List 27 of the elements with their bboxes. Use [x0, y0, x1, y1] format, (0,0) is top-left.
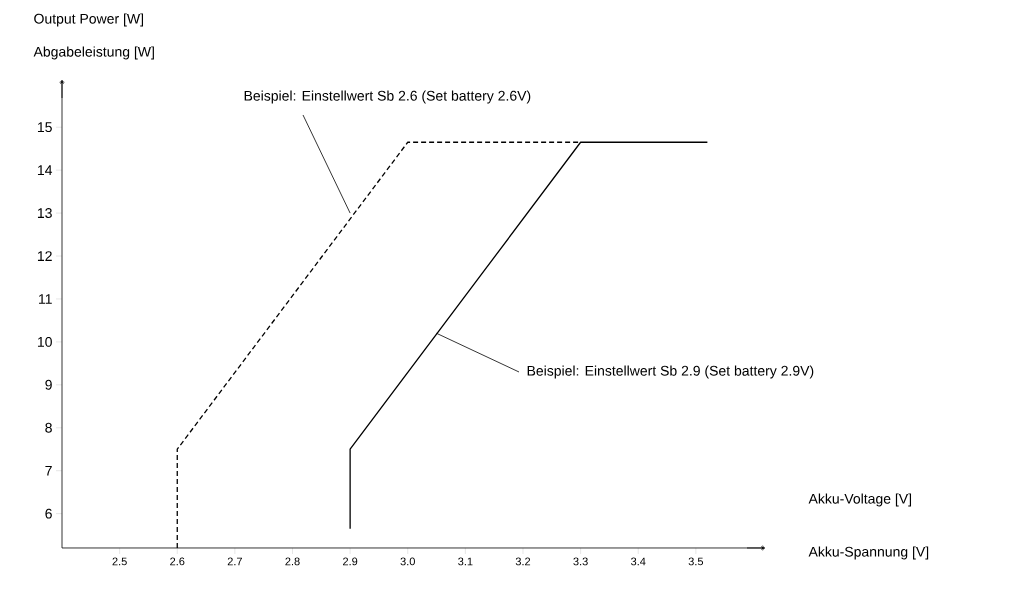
annotation: Beispiel: Einstellwert Sb 2.9 (Set battery 2.9V) — [527, 365, 814, 379]
y-tick-label: 10 — [37, 336, 52, 347]
y-tick-label: 8 — [45, 422, 52, 433]
x-tick-label: 3.4 — [631, 557, 646, 566]
y-tick-label: 11 — [39, 294, 52, 304]
y-tick-label: 13 — [37, 208, 52, 219]
y-tick-label: 14 — [37, 165, 53, 175]
y-tick-label: 6 — [45, 508, 52, 519]
y-tick-label: 7 — [45, 465, 52, 476]
x-tick-label: 3.1 — [458, 557, 473, 566]
y-tick-label: 9 — [45, 379, 52, 390]
x-tick-label: 3.0 — [400, 557, 415, 566]
y-tick-label: 12 — [37, 251, 52, 261]
text: Akku-Spannung [V] — [808, 546, 929, 560]
x-tick-label: 2.9 — [343, 557, 358, 566]
x-tick-label: 3.3 — [573, 557, 588, 566]
x-tick-label: 2.7 — [227, 557, 242, 566]
text: Abgabeleistung [W] — [33, 46, 154, 60]
annotation: Beispiel: Einstellwert Sb 2.6 (Set battery 2.6V) — [244, 90, 531, 104]
x-tick-label: 2.8 — [285, 557, 300, 566]
x-tick-label: 3.2 — [515, 557, 531, 566]
y-tick-label: 15 — [37, 122, 52, 133]
x-tick-label: 3.5 — [688, 557, 704, 566]
y-axis-title: Output Power [W] — [34, 13, 144, 27]
x-tick-label: 2.6 — [170, 557, 185, 566]
x-tick-label: 2.5 — [112, 557, 127, 566]
x-axis-title: Akku-Voltage [V] — [808, 493, 912, 507]
